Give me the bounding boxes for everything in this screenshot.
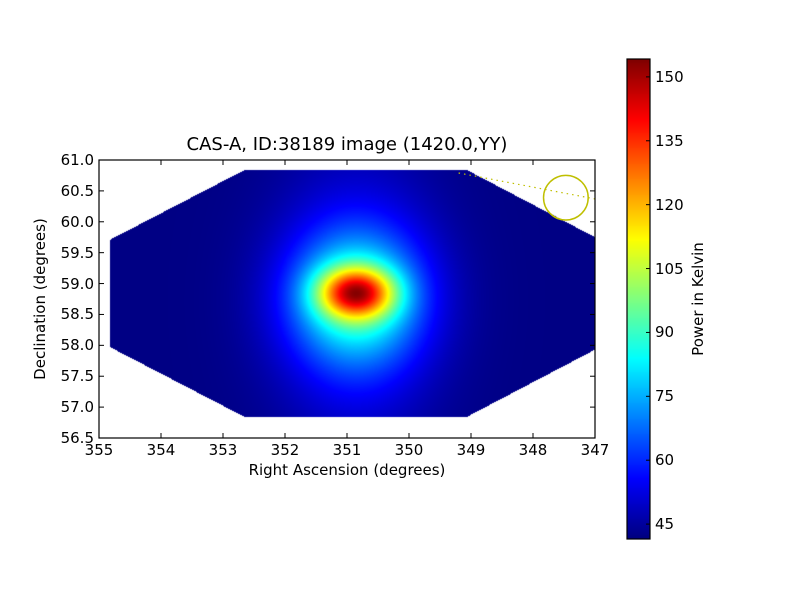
y-tick-label: 57.0 bbox=[60, 398, 94, 417]
colorbar-tick-label: 120 bbox=[655, 195, 684, 214]
y-tick-label: 57.5 bbox=[60, 367, 94, 386]
colorbar-tick-label: 135 bbox=[655, 131, 684, 150]
y-tick-label: 61.0 bbox=[60, 151, 94, 169]
colorbar-tick-label: 45 bbox=[655, 515, 675, 534]
x-tick-label: 353 bbox=[208, 441, 238, 459]
colorbar-tick-label: 150 bbox=[655, 67, 684, 86]
x-axis-label: Right Ascension (degrees) bbox=[248, 461, 446, 479]
y-tick-label: 60.0 bbox=[60, 212, 94, 231]
colorbar-tick-label: 105 bbox=[655, 259, 684, 278]
x-tick-label: 348 bbox=[518, 441, 548, 459]
heatmap-image bbox=[99, 160, 595, 438]
x-tick-label: 355 bbox=[84, 441, 114, 459]
annotation-line bbox=[458, 172, 596, 200]
colorbar bbox=[627, 59, 650, 539]
plot-frame bbox=[98, 159, 596, 439]
x-tick-label: 347 bbox=[580, 441, 610, 459]
y-tick-label: 59.5 bbox=[60, 243, 94, 262]
x-tick-label: 351 bbox=[332, 441, 362, 459]
y-tick-label: 59.0 bbox=[60, 274, 94, 293]
x-tick-label: 352 bbox=[270, 441, 300, 459]
y-tick-label: 58.0 bbox=[60, 336, 94, 355]
y-tick-label: 56.5 bbox=[60, 429, 94, 447]
y-tick-label: 58.5 bbox=[60, 305, 94, 324]
colorbar-frame bbox=[626, 58, 651, 540]
annotation-circle bbox=[542, 174, 589, 221]
colorbar-tick-label: 75 bbox=[655, 387, 675, 406]
x-tick-label: 350 bbox=[394, 441, 424, 459]
colorbar-tick-label: 60 bbox=[655, 451, 675, 470]
y-tick-label: 60.5 bbox=[60, 181, 94, 200]
x-tick-label: 349 bbox=[456, 441, 486, 459]
colorbar-tick-label: 90 bbox=[655, 323, 675, 342]
chart-title: CAS-A, ID:38189 image (1420.0,YY) bbox=[186, 134, 508, 155]
x-tick-label: 354 bbox=[146, 441, 176, 459]
